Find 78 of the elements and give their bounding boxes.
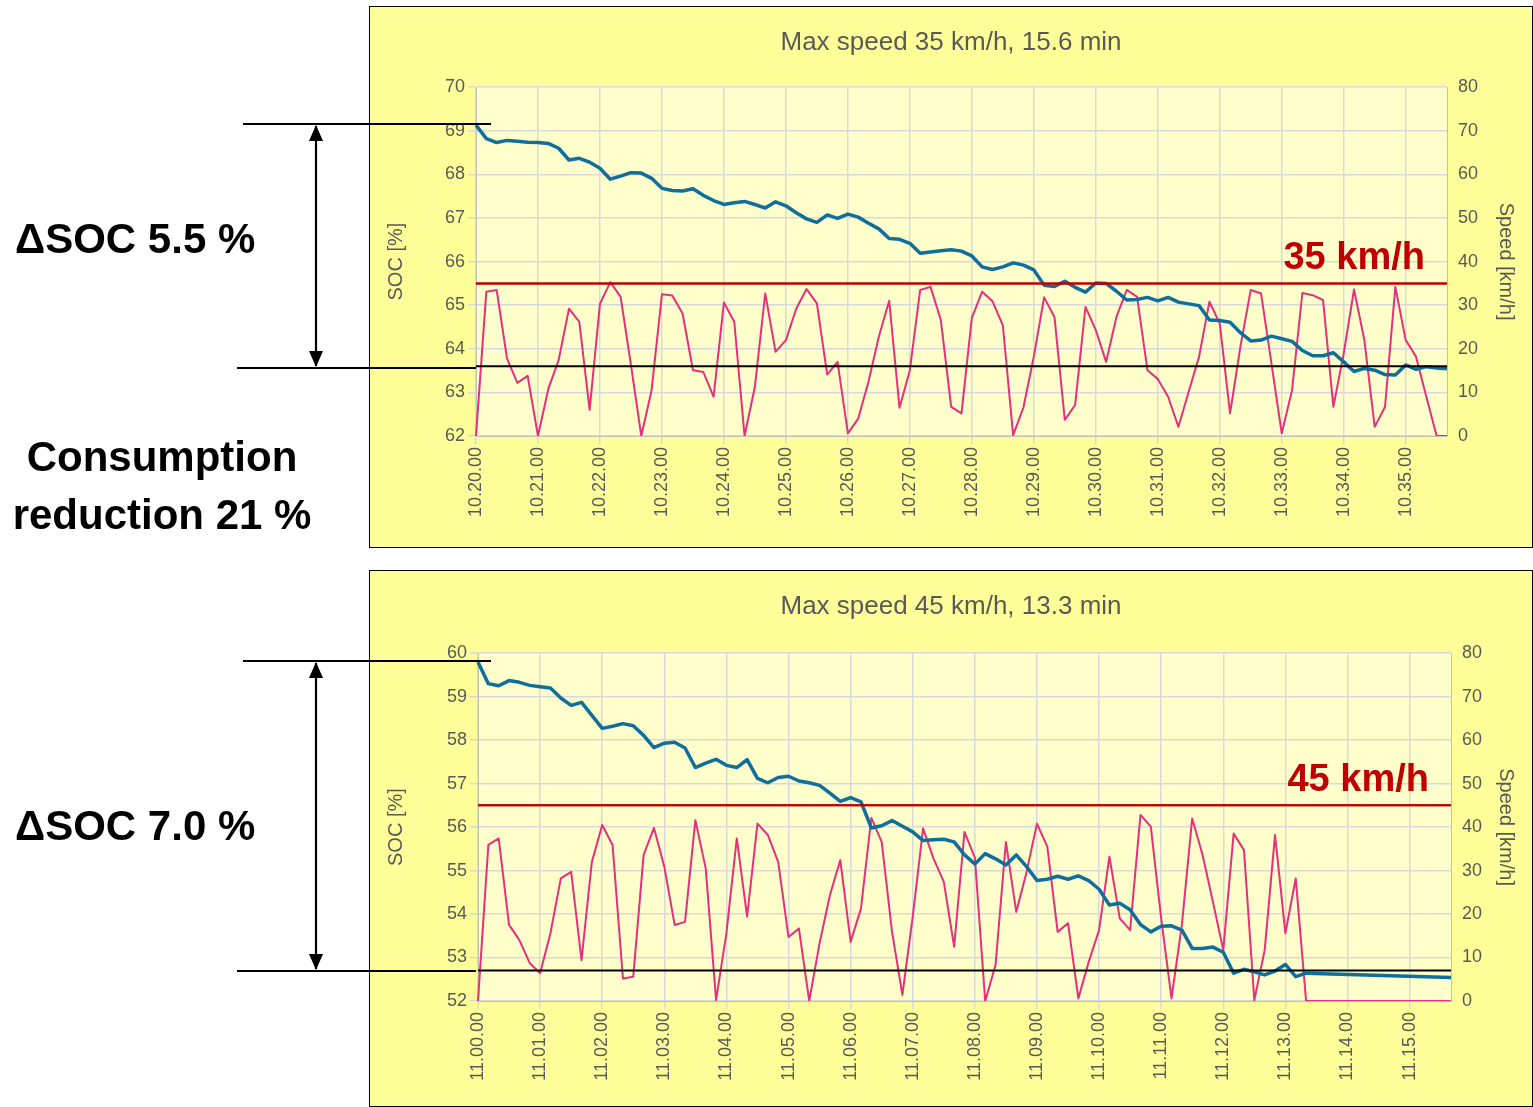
x-tick-label: 11.01.00 <box>529 1012 550 1081</box>
y2-tick-label: 50 <box>1462 772 1483 793</box>
y-tick-label: 55 <box>446 859 467 880</box>
x-tick-label: 10.27.00 <box>898 447 919 518</box>
y-tick-label: 60 <box>446 642 467 663</box>
y-tick-label: 56 <box>446 816 467 837</box>
x-tick-label: 10.35.00 <box>1394 447 1415 518</box>
y2-tick-label: 50 <box>1458 206 1479 227</box>
chart-title: Max speed 45 km/h, 13.3 min <box>780 589 1122 620</box>
y-tick-label: 66 <box>444 250 465 271</box>
x-tick-label: 10.31.00 <box>1146 447 1167 518</box>
x-tick-label: 10.34.00 <box>1332 447 1353 518</box>
y2-tick-label: 60 <box>1462 729 1483 750</box>
ref-line-label: 45 km/h <box>1287 756 1429 799</box>
y2-axis-title: Speed [km/h] <box>1496 768 1519 887</box>
y-tick-label: 52 <box>446 989 467 1010</box>
y-axis-title: SOC [%] <box>383 788 406 866</box>
y2-tick-label: 20 <box>1458 337 1479 358</box>
x-tick-label: 10.24.00 <box>712 447 733 518</box>
y2-tick-label: 80 <box>1458 76 1479 97</box>
y2-axis-title: Speed [km/h] <box>1496 202 1519 321</box>
x-tick-label: 10.25.00 <box>774 447 795 518</box>
x-tick-label: 10.22.00 <box>588 447 609 518</box>
y-tick-label: 54 <box>446 903 467 924</box>
y-tick-label: 68 <box>444 163 465 184</box>
y-tick-label: 62 <box>444 424 465 445</box>
y-tick-label: 70 <box>444 76 465 97</box>
x-tick-label: 10.23.00 <box>650 447 671 518</box>
y2-tick-label: 30 <box>1462 859 1483 880</box>
y2-tick-label: 10 <box>1462 946 1483 967</box>
x-tick-label: 11.06.00 <box>839 1012 860 1081</box>
text: Consumption reduction 21 % <box>12 432 312 540</box>
y2-tick-label: 30 <box>1458 294 1479 315</box>
x-tick-label: 11.13.00 <box>1274 1012 1295 1081</box>
x-tick-label: 11.12.00 <box>1212 1012 1233 1081</box>
y-tick-label: 67 <box>444 206 465 227</box>
y-tick-label: 53 <box>446 946 467 967</box>
text: ΔSOC 5.5 % <box>15 214 257 264</box>
x-tick-label: 10.26.00 <box>836 447 857 518</box>
y2-tick-label: 70 <box>1458 119 1479 140</box>
y2-tick-label: 40 <box>1458 250 1479 271</box>
y2-tick-label: 60 <box>1458 163 1479 184</box>
chart-title: Max speed 35 km/h, 15.6 min <box>780 25 1122 56</box>
y-tick-label: 64 <box>444 337 465 358</box>
x-tick-label: 10.20.00 <box>464 447 485 518</box>
y2-tick-label: 20 <box>1462 903 1483 924</box>
x-tick-label: 10.21.00 <box>526 447 547 518</box>
y2-tick-label: 40 <box>1462 816 1483 837</box>
ref-line-label: 35 km/h <box>1283 234 1425 277</box>
y2-tick-label: 0 <box>1458 424 1469 445</box>
y2-tick-label: 0 <box>1462 989 1473 1010</box>
x-tick-label: 11.05.00 <box>777 1012 798 1081</box>
x-tick-label: 11.03.00 <box>653 1012 674 1081</box>
x-tick-label: 10.30.00 <box>1084 447 1105 518</box>
text: ΔSOC 7.0 % <box>15 801 257 851</box>
x-tick-label: 11.08.00 <box>963 1012 984 1081</box>
y-tick-label: 57 <box>446 772 467 793</box>
y-axis-title: SOC [%] <box>383 222 406 301</box>
x-tick-label: 11.10.00 <box>1088 1012 1109 1081</box>
y2-tick-label: 80 <box>1462 642 1483 663</box>
x-tick-label: 11.00.00 <box>466 1012 487 1081</box>
x-tick-label: 11.04.00 <box>715 1012 736 1081</box>
y-tick-label: 63 <box>444 381 465 402</box>
x-tick-label: 10.32.00 <box>1208 447 1229 518</box>
x-tick-label: 10.33.00 <box>1270 447 1291 518</box>
x-tick-label: 10.29.00 <box>1022 447 1043 518</box>
x-tick-label: 11.07.00 <box>901 1012 922 1081</box>
y-tick-label: 65 <box>444 294 465 315</box>
y-tick-label: 58 <box>446 729 467 750</box>
y-tick-label: 59 <box>446 685 467 706</box>
x-tick-label: 11.14.00 <box>1336 1012 1357 1081</box>
x-tick-label: 11.09.00 <box>1025 1012 1046 1081</box>
x-tick-label: 11.15.00 <box>1398 1012 1419 1081</box>
x-tick-label: 10.28.00 <box>960 447 981 518</box>
x-tick-label: 11.02.00 <box>591 1012 612 1081</box>
x-tick-label: 11.11.00 <box>1150 1012 1171 1080</box>
y2-tick-label: 10 <box>1458 381 1479 402</box>
y2-tick-label: 70 <box>1462 685 1483 706</box>
